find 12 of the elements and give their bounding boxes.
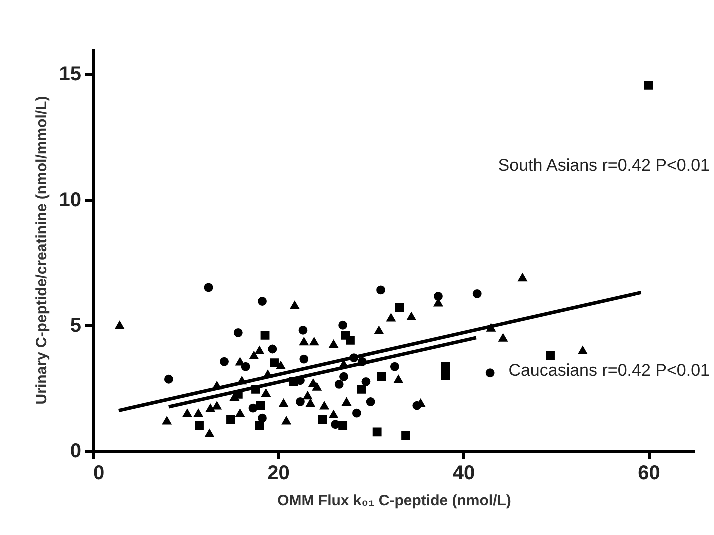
- annotation: South Asians r=0.42 P<0.01: [498, 156, 710, 175]
- annotation: Caucasians r=0.42 P<0.01: [508, 361, 710, 380]
- y-tick-label: 10: [59, 189, 82, 212]
- x-tick-label: 60: [638, 462, 660, 484]
- y-tick-label: 5: [70, 314, 82, 337]
- y-tick-label: 15: [59, 64, 82, 86]
- y-axis-title: Urinary C-peptide/creatinine (nmol/mmol/L): [33, 96, 50, 405]
- x-tick-label: 20: [268, 462, 290, 484]
- x-axis-title: OMM Flux k₀₁ C-peptide (nmol/L): [278, 492, 512, 510]
- x-tick-label: 40: [452, 462, 476, 484]
- x-tick-label: 0: [94, 462, 105, 484]
- y-tick-label: 0: [70, 440, 82, 462]
